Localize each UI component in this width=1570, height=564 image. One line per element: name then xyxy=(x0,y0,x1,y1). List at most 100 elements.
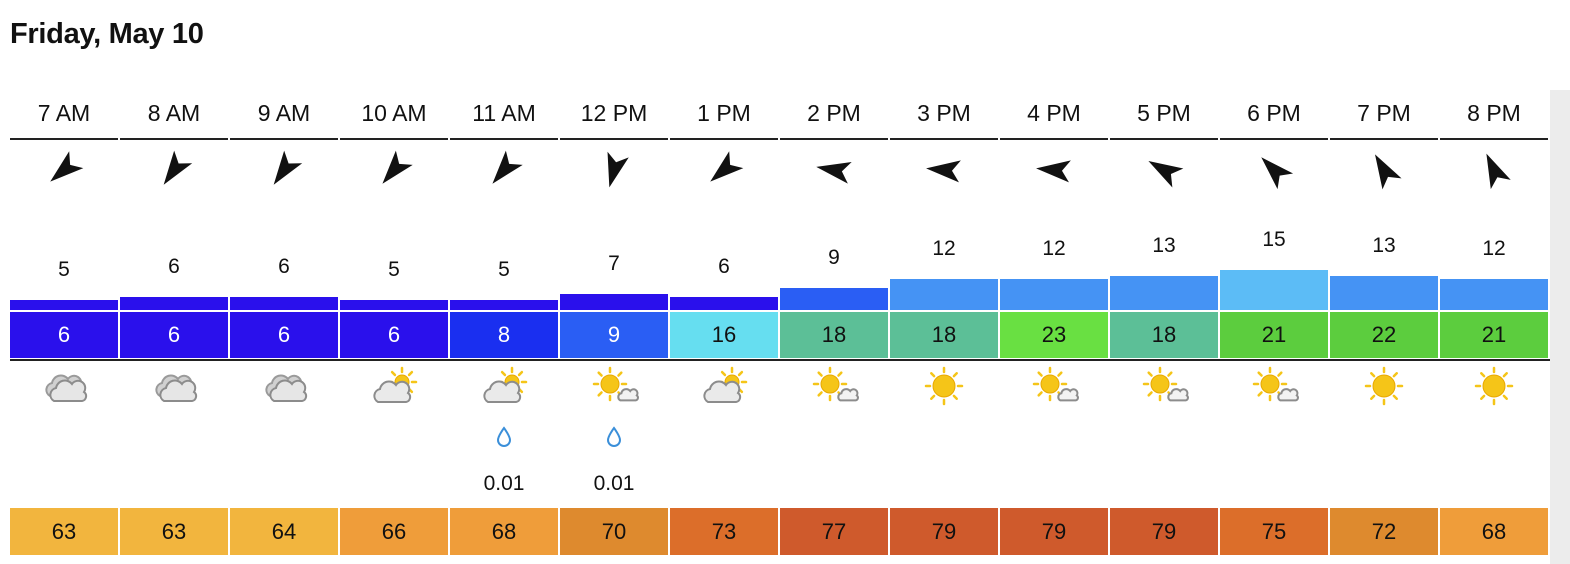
wind-speed-cell: 16 xyxy=(670,312,778,358)
wind-gust-value: 12 xyxy=(1482,237,1506,260)
wind-direction-arrow-icon xyxy=(492,150,523,184)
hour-divider xyxy=(340,138,448,140)
wind-speed-cell: 21 xyxy=(1440,312,1548,358)
temperature-cell: 79 xyxy=(890,508,998,555)
wind-row-divider xyxy=(1000,359,1110,361)
wind-direction-arrow-icon xyxy=(607,151,629,188)
hour-label: 7 AM xyxy=(37,100,91,126)
wind-gust-bar xyxy=(780,288,888,310)
hour-column: 2 PM 9 18 77 xyxy=(780,0,890,564)
wind-gust-bar xyxy=(1000,279,1108,310)
hour-label: 7 PM xyxy=(1357,100,1411,126)
wind-direction-arrow-icon xyxy=(163,150,193,185)
hour-column: 4 PM 12 23 79 xyxy=(1000,0,1110,564)
wind-direction-arrow-icon xyxy=(273,150,303,185)
wind-speed-cell: 21 xyxy=(1220,312,1328,358)
wind-row-divider xyxy=(890,359,1000,361)
wind-gust-value: 6 xyxy=(718,255,730,278)
wind-row-divider xyxy=(780,359,890,361)
wind-direction-arrow-icon xyxy=(1148,161,1184,188)
wind-direction-arrow-icon xyxy=(1036,160,1071,183)
wind-row-divider xyxy=(1330,359,1440,361)
hour-column: 8 AM 6 6 63 xyxy=(120,0,230,564)
wind-gust-value: 6 xyxy=(168,255,180,278)
mostly-sunny-icon xyxy=(812,366,859,402)
wind-speed-cell: 6 xyxy=(230,312,338,358)
wind-row-divider xyxy=(450,359,560,361)
wind-gust-bar xyxy=(120,297,228,310)
temperature-cell: 73 xyxy=(670,508,778,555)
temperature-cell: 66 xyxy=(340,508,448,555)
partly-cloudy-icon xyxy=(373,366,418,403)
wind-gust-value: 5 xyxy=(58,258,70,281)
wind-gust-value: 7 xyxy=(608,252,620,275)
hour-label: 10 AM xyxy=(361,100,427,126)
partly-cloudy-icon xyxy=(703,366,748,403)
wind-gust-value: 12 xyxy=(1042,237,1066,260)
hour-label: 11 AM xyxy=(472,100,536,126)
hour-divider xyxy=(450,138,558,140)
wind-gust-bar xyxy=(670,297,778,310)
temperature-cell: 79 xyxy=(1110,508,1218,555)
wind-gust-bar xyxy=(10,300,118,310)
raindrop-icon xyxy=(496,426,512,447)
wind-direction-arrow-icon xyxy=(1486,153,1511,190)
mostly-sunny-icon xyxy=(1252,366,1299,402)
temperature-cell: 64 xyxy=(230,508,338,555)
wind-row-divider xyxy=(560,359,670,361)
cloudy-icon xyxy=(155,374,198,402)
hour-label: 1 PM xyxy=(697,100,751,126)
wind-speed-cell: 6 xyxy=(340,312,448,358)
hour-label: 3 PM xyxy=(917,100,971,126)
wind-row-divider xyxy=(670,359,780,361)
temperature-cell: 68 xyxy=(450,508,558,555)
wind-gust-bar xyxy=(560,294,668,310)
wind-row-divider xyxy=(120,359,230,361)
hour-column: 5 PM 13 18 79 xyxy=(1110,0,1220,564)
wind-gust-bar xyxy=(1440,279,1548,310)
temperature-cell: 72 xyxy=(1330,508,1438,555)
temperature-cell: 77 xyxy=(780,508,888,555)
wind-direction-arrow-icon xyxy=(710,151,744,182)
hour-divider xyxy=(670,138,778,140)
wind-direction-arrow-icon xyxy=(1261,157,1294,190)
wind-row-divider xyxy=(1440,359,1550,361)
wind-speed-cell: 6 xyxy=(120,312,228,358)
wind-speed-cell: 9 xyxy=(560,312,668,358)
hour-divider xyxy=(10,138,118,140)
temperature-cell: 63 xyxy=(120,508,228,555)
hour-label: 5 PM xyxy=(1137,100,1191,126)
mostly-sunny-icon xyxy=(1032,366,1079,402)
hour-label: 9 AM xyxy=(257,100,311,126)
hour-label: 2 PM xyxy=(807,100,861,126)
hour-column: 12 PM 7 9 0.01 70 xyxy=(560,0,670,564)
hour-divider xyxy=(780,138,888,140)
wind-gust-bar xyxy=(1220,270,1328,310)
wind-row-divider xyxy=(230,359,340,361)
wind-speed-cell: 22 xyxy=(1330,312,1438,358)
temperature-cell: 68 xyxy=(1440,508,1548,555)
wind-gust-value: 6 xyxy=(278,255,290,278)
hour-column: 3 PM 12 18 79 xyxy=(890,0,1000,564)
mostly-sunny-icon xyxy=(1142,366,1189,402)
partly-cloudy-icon xyxy=(483,366,528,403)
hour-column: 6 PM 15 21 75 xyxy=(1220,0,1330,564)
wind-gust-bar xyxy=(450,300,558,310)
hour-column: 11 AM 5 8 0.01 68 xyxy=(450,0,560,564)
wind-gust-bar xyxy=(1110,276,1218,310)
wind-row-divider xyxy=(1110,359,1220,361)
cloudy-icon xyxy=(45,374,88,402)
sunny-icon xyxy=(924,366,964,406)
wind-gust-value: 13 xyxy=(1152,234,1176,257)
hour-divider xyxy=(1330,138,1438,140)
hour-label: 8 PM xyxy=(1467,100,1521,126)
precipitation-amount: 0.01 xyxy=(483,472,525,495)
temperature-cell: 75 xyxy=(1220,508,1328,555)
wind-gust-bar xyxy=(340,300,448,310)
wind-gust-bar xyxy=(230,297,338,310)
hour-label: 4 PM xyxy=(1027,100,1081,126)
hourly-forecast-grid: 7 AM 5 6 63 8 AM 6 6 63 9 AM 6 6 64 10 AM 5 6 66 11 AM 5 8… xyxy=(10,0,1570,564)
hour-column: 8 PM 12 21 68 xyxy=(1440,0,1550,564)
next-hour-edge[interactable] xyxy=(1550,90,1570,564)
wind-direction-arrow-icon xyxy=(1375,154,1402,190)
